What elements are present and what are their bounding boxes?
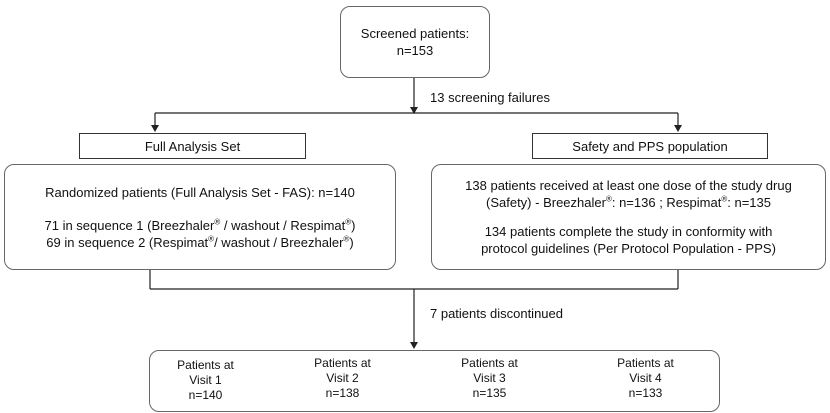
screened-title: Screened patients: xyxy=(360,26,470,41)
visit-4-name: Visit 4 xyxy=(629,371,662,385)
visit-1-label: Patients at xyxy=(177,358,234,372)
visit-3-count: n=135 xyxy=(472,386,507,400)
safety-box: 138 patients received at least one dose … xyxy=(431,164,826,270)
visit-1-name: Visit 1 xyxy=(189,373,222,387)
visit-2-label: Patients at xyxy=(314,356,371,370)
safety-line-3: 134 patients complete the study in confo… xyxy=(484,224,773,239)
visit-4-label: Patients at xyxy=(617,356,674,370)
visit-2-name: Visit 2 xyxy=(326,371,359,385)
fas-sequence-2: 69 in sequence 2 (Respimat®/ washout / B… xyxy=(46,234,354,250)
visit-4: Patients at Visit 4 n=133 xyxy=(603,356,688,401)
fas-sequence-1: 71 in sequence 1 (Breezhaler® / washout … xyxy=(44,217,356,233)
visit-2-count: n=138 xyxy=(325,386,360,400)
screened-count: n=153 xyxy=(396,43,434,58)
visit-3-name: Visit 3 xyxy=(473,371,506,385)
discontinued-label: 7 patients discontinued xyxy=(430,306,563,321)
visit-3-label: Patients at xyxy=(461,356,518,370)
fas-header-box: Full Analysis Set xyxy=(79,133,306,159)
screening-failures-label: 13 screening failures xyxy=(430,90,550,105)
visit-1-count: n=140 xyxy=(188,388,223,402)
safety-line-4: protocol guidelines (Per Protocol Popula… xyxy=(481,241,776,256)
fas-box: Randomized patients (Full Analysis Set -… xyxy=(4,164,396,270)
safety-header-box: Safety and PPS population xyxy=(532,133,768,159)
safety-line-1: 138 patients received at least one dose … xyxy=(465,178,792,193)
screened-patients-box: Screened patients: n=153 xyxy=(340,6,490,78)
safety-line-2: (Safety) - Breezhaler®: n=136 ; Respimat… xyxy=(486,194,771,210)
fas-randomized: Randomized patients (Full Analysis Set -… xyxy=(45,184,355,200)
visit-2: Patients at Visit 2 n=138 xyxy=(300,356,385,401)
visit-3: Patients at Visit 3 n=135 xyxy=(447,356,532,401)
visits-box xyxy=(149,350,720,412)
safety-header: Safety and PPS population xyxy=(572,138,728,154)
visit-1: Patients at Visit 1 n=140 xyxy=(163,358,248,403)
fas-header: Full Analysis Set xyxy=(144,138,241,154)
visit-4-count: n=133 xyxy=(628,386,663,400)
